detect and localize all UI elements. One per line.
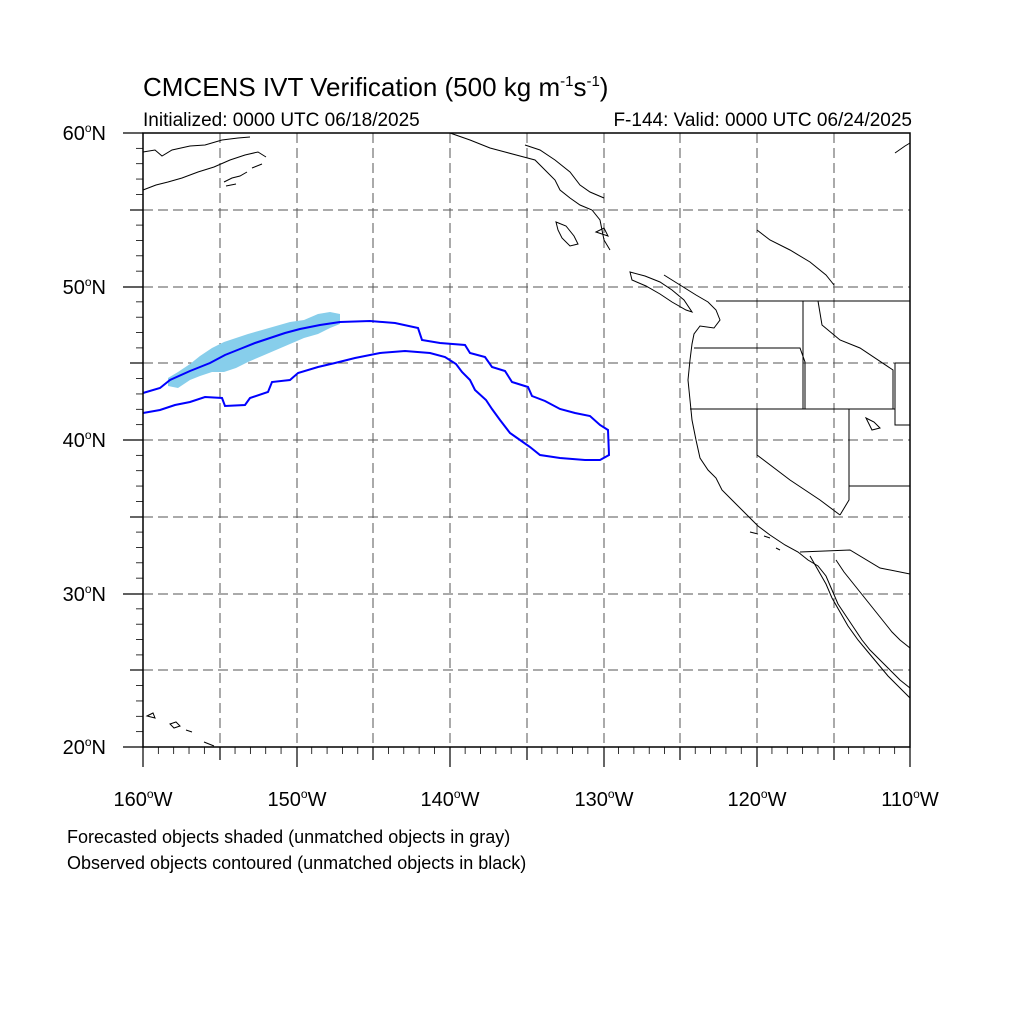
lon-label-110: 110oW: [881, 787, 939, 811]
baja-coast: [835, 559, 911, 649]
coastlines: [142, 132, 911, 747]
grid-lines: [143, 133, 910, 747]
hawaii-islands: [145, 712, 215, 747]
chart-title: CMCENS IVT Verification (500 kg m-1s-1): [143, 72, 609, 102]
ne-corner-coast: [894, 142, 911, 154]
lat-label-50: 50oN: [62, 275, 106, 299]
bc-lake: [756, 229, 835, 286]
lat-label-60: 60oN: [62, 121, 106, 145]
minor-ticks: [136, 147, 896, 754]
lat-label-40: 40oN: [62, 428, 106, 452]
lon-label-160: 160oW: [113, 787, 173, 811]
observed-object-contour: [142, 319, 611, 461]
ca-nv-border: [756, 409, 841, 516]
channel-islands: [749, 531, 781, 551]
vancouver-island: [629, 271, 694, 313]
lon-label-120: 120oW: [727, 787, 787, 811]
lon-label-140: 140oW: [420, 787, 480, 811]
baja-east: [809, 555, 911, 699]
alaska-islands: [223, 163, 263, 187]
bc-islands: [555, 221, 609, 247]
nv-az-border: [839, 409, 910, 516]
footnote-observed: Observed objects contoured (unmatched ob…: [67, 853, 527, 873]
us-mexico-border: [799, 549, 911, 575]
lon-label-150: 150oW: [267, 787, 327, 811]
mt-lake: [864, 416, 881, 431]
idaho-border: [802, 300, 894, 409]
axis-ticks: [123, 132, 911, 767]
initialized-label: Initialized: 0000 UTC 06/18/2025: [143, 110, 420, 131]
southeast-alaska-coast: [524, 144, 605, 199]
forecast-object-shaded: [168, 312, 340, 388]
lat-label-20: 20oN: [62, 735, 106, 759]
footnote-forecast: Forecasted objects shaded (unmatched obj…: [67, 827, 511, 847]
valid-time-label: F-144: Valid: 0000 UTC 06/24/2025: [613, 110, 912, 131]
lat-label-30: 30oN: [62, 582, 106, 606]
alaska-coast: [142, 136, 267, 191]
gulf-alaska-coast: [449, 132, 611, 251]
wa-or-border: [694, 347, 806, 409]
lon-label-130: 130oW: [574, 787, 634, 811]
wy-border: [894, 362, 910, 426]
mainland-coast: [663, 274, 911, 689]
